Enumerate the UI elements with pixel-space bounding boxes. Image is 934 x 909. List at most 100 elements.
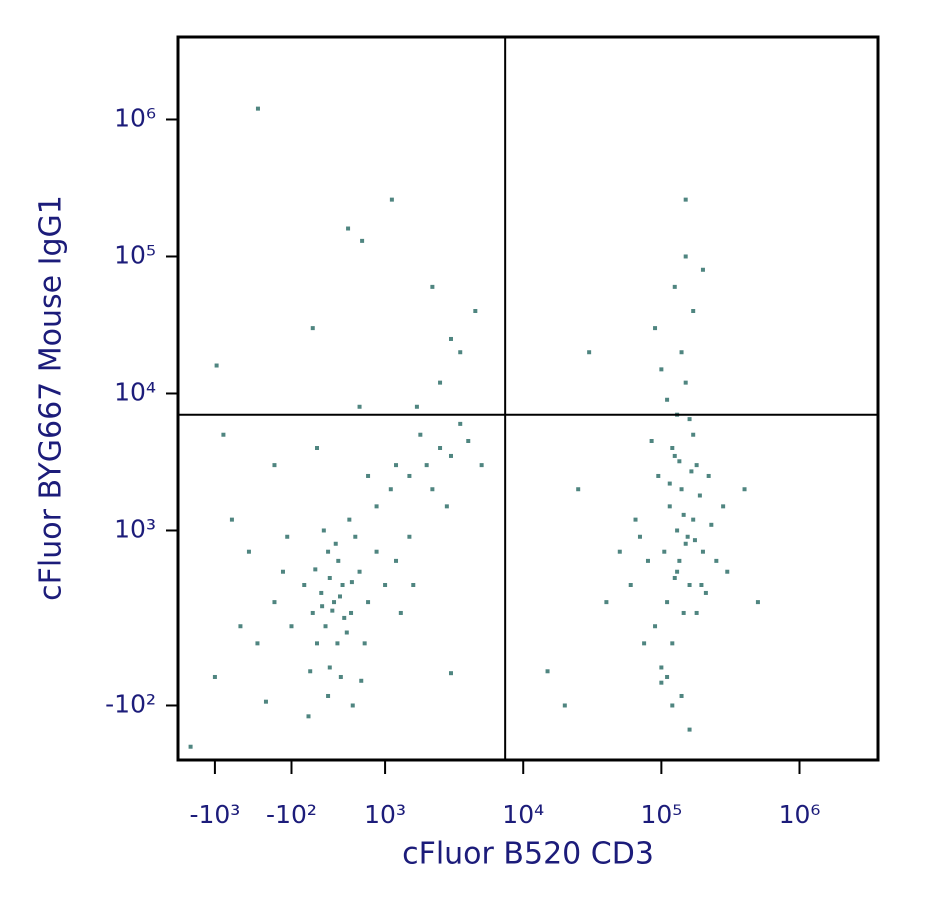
event-dot [692, 538, 697, 543]
event-dot [418, 432, 423, 437]
event-dot [310, 610, 315, 615]
event-dot [310, 326, 315, 331]
event-dot [188, 744, 193, 749]
event-dot [645, 558, 650, 563]
event-dot [675, 569, 680, 574]
event-dot [683, 380, 688, 385]
event-dot [289, 624, 294, 629]
event-dot [438, 380, 443, 385]
event-dot [280, 569, 285, 574]
event-dot [320, 604, 325, 609]
event-dot [677, 558, 682, 563]
event-dot [337, 594, 342, 599]
event-dot [333, 541, 338, 546]
event-dot [633, 517, 638, 522]
event-dot [659, 665, 664, 670]
event-dot [221, 432, 226, 437]
event-dot [346, 226, 351, 231]
event-dot [473, 309, 478, 313]
event-dot [670, 446, 675, 450]
event-dot [685, 534, 690, 539]
event-dot [448, 453, 453, 458]
event-dot [667, 504, 672, 509]
event-dot [700, 549, 705, 554]
plot-frame [176, 35, 880, 762]
x-tick-label: 10⁵ [640, 800, 682, 829]
event-dot [681, 512, 686, 517]
event-dot [691, 309, 696, 313]
event-dot [360, 238, 365, 243]
event-dot [448, 671, 453, 676]
event-dot [424, 463, 429, 468]
event-dot [285, 534, 290, 539]
event-dot [272, 463, 277, 468]
event-dot [617, 549, 622, 554]
event-dot [694, 463, 699, 468]
event-dot [214, 363, 219, 368]
event-dot [398, 610, 403, 615]
event-dot [689, 469, 694, 474]
event-dot [458, 350, 463, 355]
event-dot [656, 473, 661, 478]
event-dot [255, 641, 260, 646]
event-dot [672, 453, 677, 458]
event-dot [659, 367, 664, 372]
event-dot [308, 669, 313, 674]
event-dot [694, 610, 699, 615]
event-dot [340, 583, 345, 587]
event-dot [667, 481, 672, 486]
event-dot [683, 541, 688, 546]
event-dot [383, 583, 388, 587]
y-tick-label: -10² [105, 689, 156, 718]
event-dot [389, 197, 394, 202]
event-dot [357, 404, 362, 409]
event-dot [407, 534, 412, 539]
event-dot [637, 534, 642, 539]
event-dot [302, 583, 307, 587]
event-dot [679, 487, 684, 492]
event-dot [679, 693, 684, 698]
event-dot [466, 438, 471, 443]
event-dot [687, 417, 692, 422]
event-dot [246, 549, 251, 554]
x-tick-label: 10³ [364, 800, 406, 829]
event-dot [319, 590, 324, 595]
event-dot [604, 600, 609, 605]
event-dot [407, 473, 412, 478]
event-dot [665, 674, 670, 679]
event-dot [359, 678, 364, 683]
event-dot [709, 522, 714, 527]
event-dot [562, 703, 567, 708]
event-dot [653, 326, 658, 331]
event-dot [458, 421, 463, 426]
event-dot [721, 504, 726, 509]
event-dot [672, 284, 677, 289]
event-dot [677, 459, 682, 464]
event-dot [349, 610, 354, 615]
y-tick-label: 10⁴ [114, 377, 156, 406]
event-dot [479, 463, 484, 468]
event-dot [714, 558, 719, 563]
event-dot [229, 517, 234, 522]
event-dot [362, 641, 367, 646]
event-dot [706, 473, 711, 478]
event-dot [665, 600, 670, 605]
event-dot [703, 590, 708, 595]
event-dot [353, 534, 358, 539]
event-dot [326, 693, 331, 698]
event-dot [755, 600, 760, 605]
event-dot [699, 583, 704, 587]
y-axis-label: cFluor BYG667 Mouse IgG1 [34, 195, 69, 601]
event-dot [697, 493, 702, 498]
event-dot [388, 487, 393, 492]
event-dot [366, 600, 371, 605]
x-axis-label: cFluor B520 CD3 [402, 837, 654, 872]
event-dot [327, 575, 332, 580]
event-dot [347, 517, 352, 522]
event-dot [444, 504, 449, 509]
event-dot [545, 669, 550, 674]
event-dot [700, 267, 705, 272]
event-dot [342, 615, 347, 620]
event-dot [683, 254, 688, 259]
